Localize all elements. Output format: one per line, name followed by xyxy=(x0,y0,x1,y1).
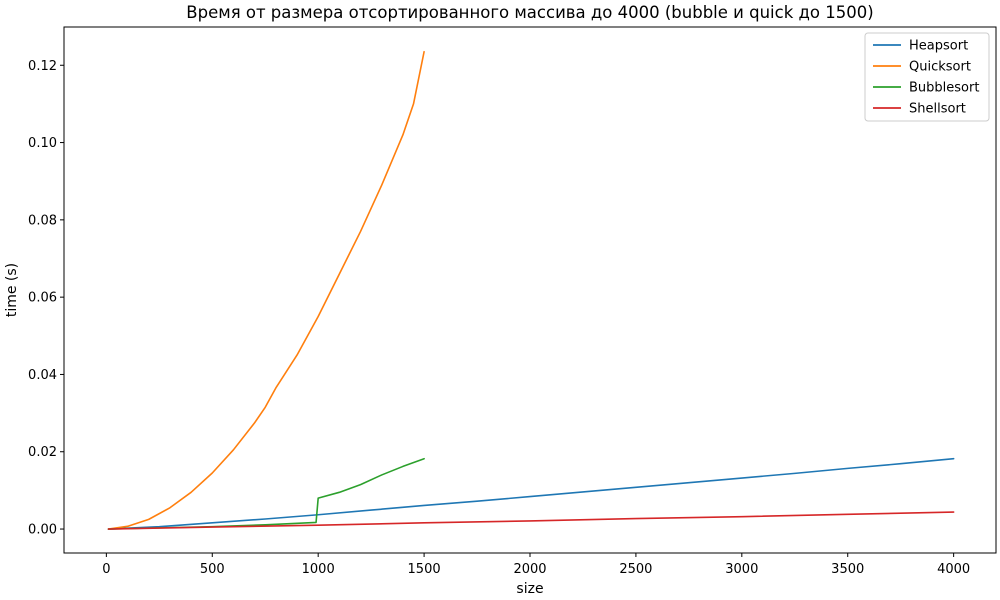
y-tick-label: 0.04 xyxy=(28,368,57,383)
x-tick-label: 500 xyxy=(200,562,225,577)
y-tick-label: 0.10 xyxy=(28,136,57,151)
y-tick-label: 0.02 xyxy=(28,445,57,460)
y-tick-label: 0.06 xyxy=(28,291,57,306)
plot-area xyxy=(107,50,955,530)
x-tick-label: 3000 xyxy=(725,562,758,577)
x-axis-label: size xyxy=(516,581,543,597)
legend: Heapsort Quicksort Bubblesort Shellsort xyxy=(864,32,990,122)
legend-label: Bubblesort xyxy=(909,81,979,96)
y-tick-label: 0.08 xyxy=(28,213,57,228)
x-tick-label: 2000 xyxy=(513,562,546,577)
chart-title: Время от размера отсортированного массив… xyxy=(186,3,873,22)
legend-label: Heapsort xyxy=(909,39,968,54)
x-tick-label: 2500 xyxy=(619,562,652,577)
y-tick-label: 0.12 xyxy=(28,59,57,74)
axis-ticks: 0 500 1000 1500 2000 2500 3000 3500 4000 0.00 0.02… xyxy=(28,59,970,577)
y-axis-label: time (s) xyxy=(4,263,20,317)
series-line-quicksort xyxy=(107,50,425,530)
x-tick-label: 0 xyxy=(102,562,110,577)
legend-label: Shellsort xyxy=(909,102,966,117)
legend-box xyxy=(864,32,990,122)
x-tick-label: 1000 xyxy=(302,562,335,577)
series-line-shellsort xyxy=(107,511,955,530)
x-tick-label: 3500 xyxy=(831,562,864,577)
series-line-heapsort xyxy=(107,457,955,530)
x-tick-label: 4000 xyxy=(937,562,970,577)
x-tick-label: 1500 xyxy=(408,562,441,577)
y-tick-label: 0.00 xyxy=(28,523,57,538)
legend-label: Quicksort xyxy=(909,60,971,75)
